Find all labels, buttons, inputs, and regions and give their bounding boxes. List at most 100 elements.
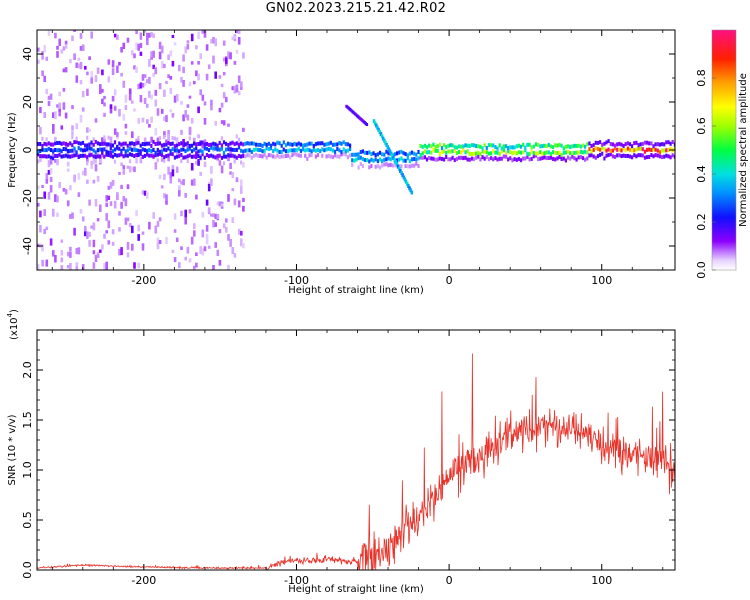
spectrogram-cell [633,153,636,158]
colorbar-tick-label: 0.8 [695,69,708,87]
spectrogram-cell [197,159,200,166]
spectrogram-cell [537,151,540,156]
spectrogram-cell [193,141,196,146]
spectrogram-cell [186,246,190,254]
spectrogram-cell [472,151,476,156]
spectrogram-cell [543,155,546,160]
spectrogram-cell [94,152,98,157]
spectrogram-cell [419,153,422,157]
spectrogram-cell [60,257,64,263]
spectrogram-cell [75,62,79,68]
spectrogram-cell [522,142,525,147]
spectrogram-cell [41,184,44,188]
spectrogram-cell [214,146,217,151]
spectrogram-cell [556,156,559,161]
spectrogram-cell [71,154,74,159]
spectrogram-cell [90,160,93,165]
spectrogram-cell [193,80,196,85]
spectrogram-cell [626,141,629,146]
spectrogram-cell [419,155,422,160]
spectrogram-cell [663,142,666,147]
spectrogram-cell [86,231,89,239]
spectrogram-cell [656,142,659,147]
spectrogram-cell [464,155,467,160]
spectrogram-cell [383,138,386,143]
spectrogram-cell [599,147,602,152]
spectrogram-cell [368,150,371,155]
spectrogram-cell [374,153,377,158]
spectrogram-cell [197,61,200,65]
spectrogram-cell [169,50,173,57]
spectrogram-cell [160,185,164,189]
spectrogram-cell [227,194,230,202]
spectrogram-cell [522,156,525,161]
spectrogram-cell [293,141,296,146]
spectrogram-cell [244,148,247,153]
spectrogram-cell [131,167,134,171]
spectrogram-cell [526,154,529,159]
spectrogram-cell [56,141,59,145]
snr-y-axis-label: SNR (10 * v/v) [7,414,18,485]
spectrogram-cell [69,214,72,219]
spectrogram-cell [116,34,119,40]
spectrogram-cell [188,81,192,87]
spectrogram-cell [43,75,46,82]
spectrogram-cell [588,141,591,146]
spectrogram-cell [214,120,217,126]
spectrogram-cell [661,142,664,147]
spectrogram-cell [131,225,134,234]
spectrogram-cell [472,157,476,162]
spectrogram-cell [624,148,627,153]
spectrogram-cell [231,153,234,158]
snr-panel: -200 -100 0 100 0.00.51.01.52.0 Height of s… [6,309,676,595]
spectrogram-cell [455,156,458,161]
spectrogram-cell [69,148,72,153]
spectrogram-cell [58,102,61,109]
spectrogram-cell [81,90,85,98]
spectrogram-cell [267,141,270,146]
spectrogram-cell [385,143,388,147]
spectrogram-cell [351,158,354,163]
spectrogram-cell [575,157,578,162]
spectrogram-cell [314,142,317,147]
spectrogram-cell [39,126,42,135]
spectrogram-cell [54,111,57,120]
spectrogram-cell [227,234,230,241]
spectrogram-cell [592,154,595,159]
spectrogram-cell [190,179,194,186]
spectrogram-cell [163,193,166,199]
spectrogram-cell [45,259,49,267]
spectrogram-cell [105,261,108,270]
spectrogram-cell [128,88,132,95]
spectrogram-cell [88,231,91,237]
spectrogram-cell [118,227,121,232]
spectrogram-cell [45,226,49,231]
spectrogram-cell [410,157,414,162]
spectrogram-cell [394,160,397,165]
spectrogram-cell [171,165,175,170]
spectrogram-cell [349,147,352,152]
spectrogram-cell [428,143,431,148]
spectrogram-cell [487,157,491,162]
spectrogram-cell [94,159,97,164]
spectrogram-cell [287,141,290,146]
spectrogram-cell [569,156,572,161]
spectrogram-cell [392,155,395,160]
spectrogram-cell [212,36,215,44]
spectrogram-cell [325,147,328,152]
spectrogram-cell [237,91,241,96]
spectrogram-cell [308,141,311,146]
spectrogram-cell [188,258,192,263]
spectrogram-cell [210,166,213,174]
spectrogram-cell [558,155,561,159]
spectrogram-cell [671,153,674,158]
spectrogram-cell [607,147,610,152]
spectrogram-cell [150,144,153,148]
spectrogram-cell [250,141,253,146]
spectrogram-cell [554,150,557,155]
spectrogram-cell [590,143,593,148]
spectrogram-cell [402,151,405,156]
spectrogram-cell [109,136,113,144]
spectrogram-cell [566,144,570,149]
spectrogram-cell [240,238,243,247]
